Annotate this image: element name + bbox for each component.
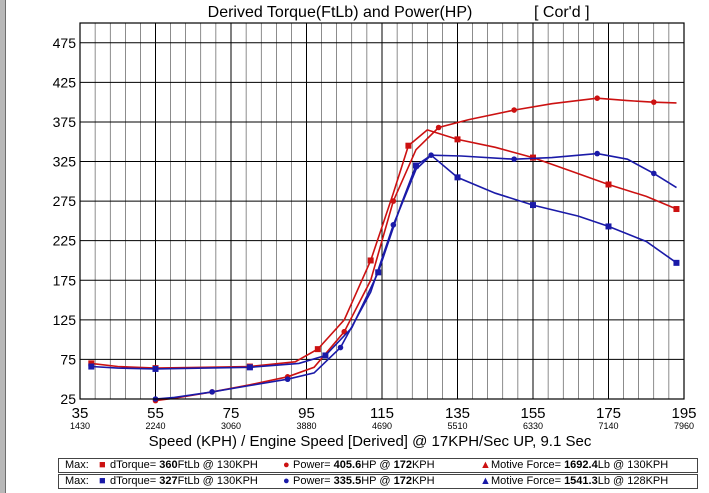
data-point xyxy=(412,162,419,169)
square-marker-icon: ■ xyxy=(99,459,106,471)
y-tick-label: 225 xyxy=(53,233,77,249)
data-point xyxy=(673,206,680,213)
data-point xyxy=(605,181,612,188)
x-tick-label: 115 xyxy=(370,405,394,422)
x-rpm-tick-label: 1430 xyxy=(70,421,90,431)
series-line xyxy=(155,152,677,400)
data-point xyxy=(209,389,215,395)
x-rpm-tick-label: 2240 xyxy=(145,421,165,431)
chart-title: Derived Torque(FtLb) and Power(HP) xyxy=(208,4,473,21)
data-point xyxy=(428,152,434,158)
x-tick-label: 75 xyxy=(223,405,240,422)
data-point xyxy=(530,202,536,209)
legend-power: Power= 405.6HP @ 172KPH xyxy=(293,459,435,471)
data-point xyxy=(511,156,517,162)
y-tick-label: 375 xyxy=(53,114,77,130)
y-tick-label: 475 xyxy=(53,35,77,51)
data-point xyxy=(390,198,397,204)
x-rpm-tick-label: 7960 xyxy=(674,421,694,431)
data-point xyxy=(651,99,657,105)
data-point xyxy=(594,95,600,101)
x-rpm-tick-label: 6330 xyxy=(523,421,543,431)
x-tick-label: 175 xyxy=(596,405,621,422)
x-rpm-tick-label: 5510 xyxy=(447,421,467,431)
legend-max-label: Max: xyxy=(65,475,89,487)
y-tick-label: 325 xyxy=(53,154,77,170)
legend-row-blue: Max: ■ dTorque= 327FtLb @ 130KPH ● Power… xyxy=(58,474,698,489)
data-point xyxy=(390,222,397,228)
x-tick-label: 155 xyxy=(520,405,545,422)
window-edge-line xyxy=(5,0,6,493)
x-axis-label: Speed (KPH) / Engine Speed [Derived] @ 1… xyxy=(149,433,592,450)
data-point xyxy=(511,107,517,113)
legend-torque: dTorque= 327FtLb @ 130KPH xyxy=(110,475,258,487)
data-point xyxy=(673,259,680,266)
data-point xyxy=(651,170,657,177)
x-rpm-tick-label: 3060 xyxy=(221,421,241,431)
legend-force: Motive Force= 1541.3Lb @ 128KPH xyxy=(491,475,669,487)
data-point xyxy=(454,136,461,143)
series-group xyxy=(88,95,680,404)
legend-torque: dTorque= 360FtLb @ 130KPH xyxy=(110,459,258,471)
data-point xyxy=(284,376,291,383)
axis-ticks: 3514305522407530609538801154690135551015… xyxy=(53,35,697,431)
legend-power: Power= 335.5HP @ 172KPH xyxy=(293,475,435,487)
x-tick-label: 135 xyxy=(445,405,470,422)
y-tick-label: 75 xyxy=(60,351,76,367)
data-point xyxy=(88,363,95,370)
y-tick-label: 425 xyxy=(53,74,77,90)
y-tick-label: 175 xyxy=(53,272,77,288)
data-point xyxy=(405,142,412,149)
x-tick-label: 35 xyxy=(72,405,89,422)
triangle-marker-icon: ▲ xyxy=(480,475,491,487)
circle-marker-icon: ● xyxy=(283,459,290,471)
legend-force: Motive Force= 1692.4Lb @ 130KPH xyxy=(491,459,669,471)
data-point xyxy=(605,223,612,230)
data-point xyxy=(375,269,382,276)
series-line xyxy=(91,154,677,370)
x-tick-label: 55 xyxy=(147,405,164,422)
square-marker-icon: ■ xyxy=(99,475,106,487)
y-tick-label: 275 xyxy=(53,193,77,209)
data-point xyxy=(337,344,344,351)
legend-row-red: Max: ■ dTorque= 360FtLb @ 130KPH ● Power… xyxy=(58,458,698,473)
data-point xyxy=(246,364,253,371)
data-point xyxy=(314,346,321,353)
series-line xyxy=(91,129,677,369)
triangle-marker-icon: ▲ xyxy=(480,459,491,471)
data-point xyxy=(435,124,442,131)
y-tick-label: 125 xyxy=(53,312,77,328)
x-tick-label: 95 xyxy=(298,405,315,422)
x-tick-label: 195 xyxy=(671,405,696,422)
data-point xyxy=(594,150,600,157)
data-point xyxy=(454,174,461,181)
data-point xyxy=(530,154,536,161)
circle-marker-icon: ● xyxy=(283,475,290,487)
y-tick-label: 25 xyxy=(60,391,76,407)
legend-max-label: Max: xyxy=(65,459,89,471)
plot-frame xyxy=(79,22,685,400)
series-line xyxy=(155,97,677,402)
x-rpm-tick-label: 3880 xyxy=(296,421,316,431)
grid xyxy=(79,23,685,400)
window-edge xyxy=(0,0,5,493)
x-rpm-tick-label: 7140 xyxy=(598,421,618,431)
x-rpm-tick-label: 4690 xyxy=(372,421,392,431)
data-point xyxy=(322,352,329,359)
chart-title-tag: [ Cor'd ] xyxy=(534,4,590,21)
data-point xyxy=(367,257,374,264)
data-point xyxy=(88,360,95,367)
data-point xyxy=(152,365,159,372)
